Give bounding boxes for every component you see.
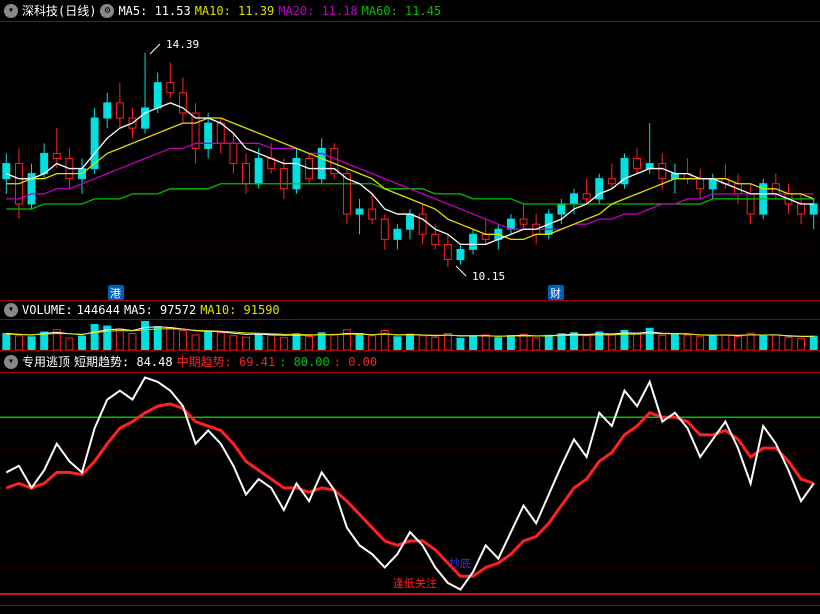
- settings-icon[interactable]: ⚙: [100, 4, 114, 18]
- indicator-chart[interactable]: 抄底逢低关注: [0, 373, 820, 605]
- svg-text:财: 财: [550, 286, 561, 300]
- vol-ma5-label: MA5: 97572: [124, 303, 196, 317]
- chevron-down-icon[interactable]: ▾: [4, 303, 18, 317]
- ma20-label: MA20: 11.18: [278, 4, 357, 18]
- vol-ma10-label: MA10: 91590: [200, 303, 279, 317]
- volume-header: ▾ VOLUME: 144644 MA5: 97572 MA10: 91590: [0, 301, 820, 320]
- volume-chart[interactable]: [0, 320, 820, 350]
- indicator-header: ▾ 专用逃顶 短期趋势: 84.48 中期趋势: 69.41 : 80.00 :…: [0, 351, 820, 373]
- mid-trend-label: 中期趋势: 69.41: [177, 353, 276, 370]
- chevron-down-icon[interactable]: ▾: [4, 355, 18, 369]
- ref80-label: : 80.00: [279, 355, 330, 369]
- svg-text:10.15: 10.15: [472, 270, 505, 283]
- volume-panel: ▾ VOLUME: 144644 MA5: 97572 MA10: 91590: [0, 301, 820, 351]
- price-chart[interactable]: 14.39 10.15 港 财: [0, 22, 820, 300]
- volume-label: VOLUME:: [22, 303, 73, 317]
- indicator-panel: ▾ 专用逃顶 短期趋势: 84.48 中期趋势: 69.41 : 80.00 :…: [0, 351, 820, 606]
- price-header: ▾ 深科技(日线) ⚙ MA5: 11.53 MA10: 11.39 MA20:…: [0, 0, 820, 22]
- svg-text:抄底: 抄底: [449, 556, 471, 570]
- chevron-down-icon[interactable]: ▾: [4, 4, 18, 18]
- ma5-label: MA5: 11.53: [118, 4, 190, 18]
- ref0-label: : 0.00: [334, 355, 377, 369]
- indicator-title: 专用逃顶: [22, 353, 70, 370]
- short-trend-label: 短期趋势: 84.48: [74, 353, 173, 370]
- price-panel: ▾ 深科技(日线) ⚙ MA5: 11.53 MA10: 11.39 MA20:…: [0, 0, 820, 301]
- svg-text:逢低关注: 逢低关注: [393, 576, 437, 590]
- stock-title: 深科技(日线): [22, 2, 96, 19]
- svg-text:港: 港: [110, 287, 121, 300]
- svg-text:14.39: 14.39: [166, 38, 199, 51]
- ma60-label: MA60: 11.45: [362, 4, 441, 18]
- ma10-label: MA10: 11.39: [195, 4, 274, 18]
- volume-value: 144644: [77, 303, 120, 317]
